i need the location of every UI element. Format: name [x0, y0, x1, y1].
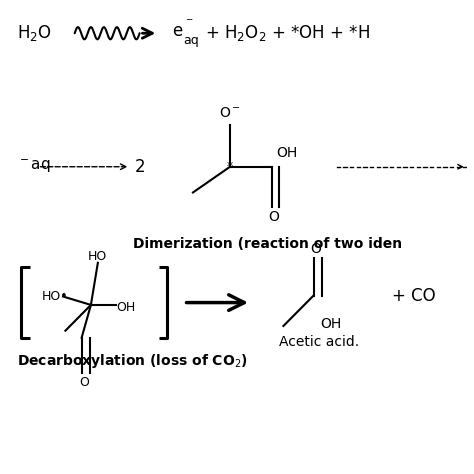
Text: *: *: [227, 160, 233, 173]
Text: $^-$: $^-$: [183, 17, 194, 29]
Text: + H$_2$O$_2$ + *OH + *H: + H$_2$O$_2$ + *OH + *H: [205, 23, 370, 43]
Text: Dimerization (reaction of two iden: Dimerization (reaction of two iden: [133, 237, 402, 251]
Text: O$^-$: O$^-$: [219, 106, 241, 120]
Text: O: O: [310, 242, 321, 256]
Text: H$_2$O: H$_2$O: [17, 23, 51, 43]
Text: $^-$aq: $^-$aq: [17, 158, 50, 175]
Text: O: O: [79, 376, 89, 389]
Text: O: O: [269, 210, 280, 224]
Text: + CO: + CO: [392, 287, 436, 305]
Text: Acetic acid.: Acetic acid.: [279, 336, 359, 349]
Text: e: e: [172, 22, 182, 40]
Text: HO•: HO•: [42, 290, 69, 303]
Text: 2: 2: [135, 158, 146, 176]
Text: Decarboxylation (loss of CO$_2$): Decarboxylation (loss of CO$_2$): [17, 352, 247, 370]
Text: OH: OH: [320, 317, 342, 331]
Text: aq: aq: [183, 34, 200, 47]
Text: OH: OH: [276, 146, 298, 160]
Text: HO: HO: [88, 250, 108, 263]
Text: OH: OH: [117, 301, 136, 314]
